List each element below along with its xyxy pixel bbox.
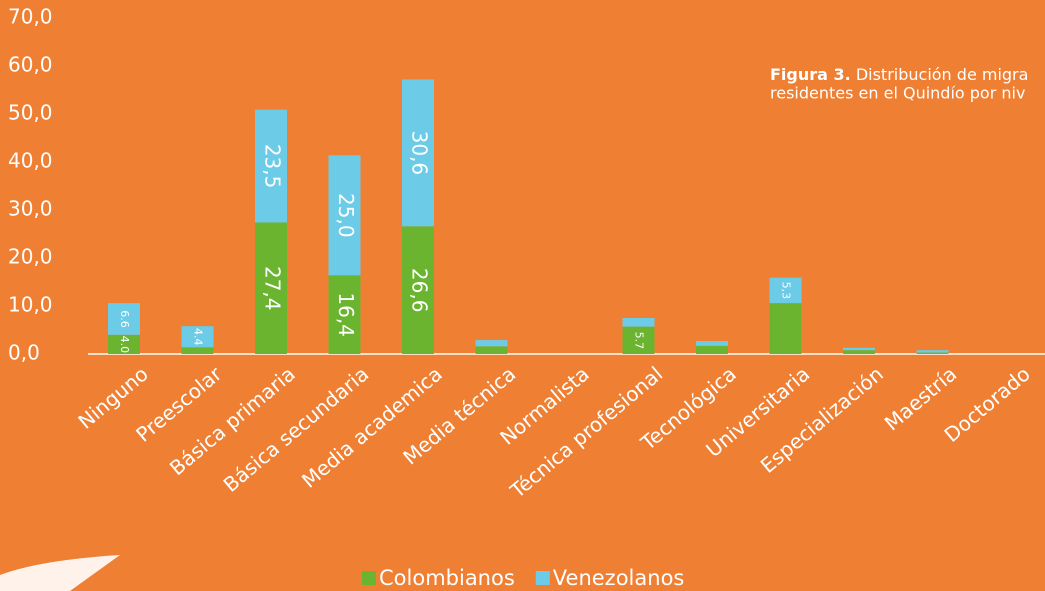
y-tick-label: 40,0 <box>8 149 53 173</box>
data-label: 16,4 <box>334 292 358 337</box>
legend-label: Colombianos <box>379 566 515 590</box>
data-label: 4.0 <box>118 336 131 354</box>
chart-title: Figura 3. Distribución de migra <box>770 65 1028 84</box>
x-tick-label: Especialización <box>756 362 888 478</box>
y-tick-label: 10,0 <box>8 293 53 317</box>
data-label: 5.7 <box>633 332 646 350</box>
bar-segment <box>182 347 214 354</box>
chart: Figura 3. Distribución de migra resident… <box>0 0 1045 591</box>
data-label: 30,6 <box>408 131 432 176</box>
legend-label: Venezolanos <box>553 566 685 590</box>
data-label: 26,6 <box>408 268 432 313</box>
data-label: 25,0 <box>334 193 358 238</box>
data-label: 27,4 <box>261 266 285 311</box>
legend-swatch <box>362 571 376 585</box>
decoration <box>0 555 120 591</box>
title-text: Distribución de migra <box>856 65 1029 84</box>
data-label: 23,5 <box>261 144 285 189</box>
bar-segment <box>843 350 875 354</box>
bar-segment <box>476 346 508 354</box>
y-tick-label: 20,0 <box>8 245 53 269</box>
y-tick-label: 50,0 <box>8 101 53 125</box>
bar-segment <box>917 350 949 352</box>
y-tick-label: 60,0 <box>8 53 53 77</box>
bar-segment <box>623 318 655 327</box>
bar-segment <box>476 340 508 346</box>
chart-title: residentes en el Quindío por niv <box>770 84 1025 103</box>
bar-segment <box>696 346 728 354</box>
y-tick-label: 70,0 <box>8 5 53 29</box>
bar-segment <box>770 303 802 354</box>
y-tick-label: 30,0 <box>8 197 53 221</box>
x-tick-label: Básica primaria <box>165 362 300 481</box>
bar-segment <box>917 353 949 354</box>
title-bold: Figura 3. <box>770 65 851 84</box>
x-tick-label: Media academica <box>297 362 447 493</box>
data-label: 4.4 <box>192 328 205 346</box>
bar-segment <box>696 341 728 346</box>
data-label: 6.6 <box>118 310 131 328</box>
page: {"chart_data": {"type": "stacked-bar", "… <box>0 0 1045 591</box>
y-tick-label: 0,0 <box>8 341 40 365</box>
bar-segment <box>843 348 875 350</box>
legend-swatch <box>536 571 550 585</box>
data-label: 5,3 <box>780 282 793 300</box>
